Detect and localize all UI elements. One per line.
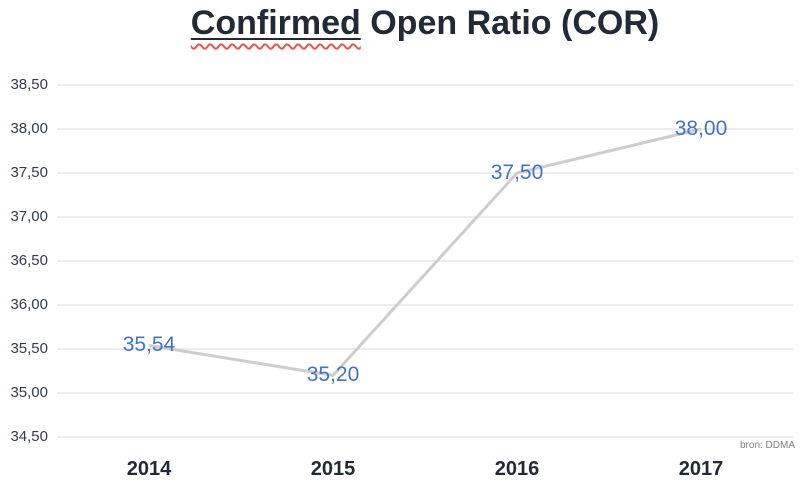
y-axis-tick-label: 36,50 (10, 252, 48, 269)
data-point-label: 35,54 (122, 333, 176, 357)
y-axis-tick-label: 35,50 (10, 340, 48, 357)
x-axis-category-label: 2014 (126, 458, 172, 480)
series-line (148, 127, 702, 377)
y-axis-tick-label: 38,00 (10, 120, 48, 137)
y-axis-tick-label: 35,00 (10, 384, 48, 401)
title-misspelled-word: Confirmed (191, 4, 361, 42)
y-axis-tick-label: 34,50 (10, 428, 48, 445)
y-axis-tick-label: 36,00 (10, 296, 48, 313)
title-rest-text: Open Ratio (COR) (360, 4, 660, 42)
data-point-label: 35,20 (306, 363, 360, 387)
y-axis-tick-label: 38,50 (10, 76, 48, 93)
data-point-label: 38,00 (674, 117, 728, 140)
y-axis-tick-label: 37,00 (10, 208, 48, 225)
source-note: bron: DDMA (739, 440, 795, 451)
y-axis-tick-label: 37,50 (10, 164, 48, 181)
chart-title: Confirmed Open Ratio (COR) (57, 4, 793, 43)
title-misspelled-word-text: Confirmed (190, 4, 361, 42)
x-axis-category-label: 2016 (494, 458, 540, 480)
x-axis-category-label: 2017 (678, 458, 724, 480)
data-point-label: 37,50 (490, 161, 544, 184)
x-axis-category-label: 2015 (310, 458, 356, 480)
